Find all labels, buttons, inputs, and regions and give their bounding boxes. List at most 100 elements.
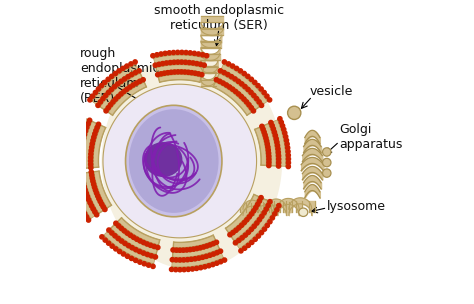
Circle shape xyxy=(87,198,91,202)
Circle shape xyxy=(267,160,271,164)
Circle shape xyxy=(271,127,275,131)
Circle shape xyxy=(170,267,173,271)
Circle shape xyxy=(183,70,187,74)
Circle shape xyxy=(119,92,123,96)
Circle shape xyxy=(86,122,90,126)
Circle shape xyxy=(112,85,117,89)
Circle shape xyxy=(91,182,96,186)
Ellipse shape xyxy=(299,208,308,216)
Circle shape xyxy=(228,85,232,89)
Circle shape xyxy=(141,251,146,255)
Circle shape xyxy=(192,51,196,55)
Circle shape xyxy=(256,234,261,238)
Circle shape xyxy=(123,241,127,246)
Circle shape xyxy=(174,258,178,262)
Circle shape xyxy=(73,187,77,191)
Circle shape xyxy=(193,71,197,75)
Circle shape xyxy=(178,268,182,272)
Circle shape xyxy=(185,257,190,262)
Circle shape xyxy=(247,103,251,107)
Circle shape xyxy=(89,152,93,156)
Circle shape xyxy=(166,71,170,75)
Circle shape xyxy=(261,127,265,131)
Polygon shape xyxy=(172,253,224,267)
Circle shape xyxy=(90,142,94,146)
Circle shape xyxy=(264,139,269,143)
Circle shape xyxy=(79,166,83,171)
Circle shape xyxy=(266,151,271,155)
Circle shape xyxy=(88,98,92,102)
Circle shape xyxy=(125,64,129,68)
Circle shape xyxy=(152,244,156,249)
Circle shape xyxy=(178,258,182,262)
Circle shape xyxy=(85,125,89,130)
Circle shape xyxy=(288,106,301,119)
Circle shape xyxy=(201,245,206,249)
Circle shape xyxy=(197,256,201,260)
Circle shape xyxy=(121,66,125,71)
Circle shape xyxy=(90,173,94,177)
Circle shape xyxy=(113,71,118,76)
Circle shape xyxy=(85,194,90,199)
Circle shape xyxy=(211,252,216,256)
Circle shape xyxy=(259,103,264,108)
Circle shape xyxy=(214,78,219,82)
Circle shape xyxy=(270,216,274,220)
Circle shape xyxy=(89,170,93,174)
Circle shape xyxy=(74,191,78,195)
Circle shape xyxy=(281,124,285,128)
Circle shape xyxy=(135,237,139,241)
Polygon shape xyxy=(104,231,155,264)
Circle shape xyxy=(249,212,254,216)
Circle shape xyxy=(96,122,100,126)
Circle shape xyxy=(90,145,94,149)
Circle shape xyxy=(84,191,88,195)
Circle shape xyxy=(173,70,177,74)
Circle shape xyxy=(78,201,82,206)
Circle shape xyxy=(71,138,75,142)
Circle shape xyxy=(263,133,267,137)
Circle shape xyxy=(77,118,81,122)
Polygon shape xyxy=(74,174,95,219)
Circle shape xyxy=(247,215,251,219)
Circle shape xyxy=(189,257,193,261)
Circle shape xyxy=(322,158,331,167)
Circle shape xyxy=(82,181,85,185)
Circle shape xyxy=(129,62,133,66)
Circle shape xyxy=(91,179,95,183)
Circle shape xyxy=(205,244,209,248)
Circle shape xyxy=(138,260,142,264)
Circle shape xyxy=(259,195,263,200)
Circle shape xyxy=(125,87,129,91)
Circle shape xyxy=(93,188,98,192)
Polygon shape xyxy=(94,171,111,208)
Circle shape xyxy=(146,252,149,257)
Circle shape xyxy=(218,79,222,84)
Circle shape xyxy=(199,62,203,67)
Circle shape xyxy=(167,51,172,55)
Circle shape xyxy=(235,66,239,71)
Circle shape xyxy=(113,234,117,238)
Circle shape xyxy=(286,149,290,154)
Circle shape xyxy=(233,77,237,81)
Circle shape xyxy=(79,114,83,118)
Circle shape xyxy=(245,218,249,222)
Circle shape xyxy=(203,265,207,269)
Circle shape xyxy=(184,50,188,55)
Circle shape xyxy=(92,135,96,139)
Circle shape xyxy=(181,248,185,252)
Circle shape xyxy=(249,77,254,81)
Circle shape xyxy=(282,127,286,131)
Circle shape xyxy=(275,208,279,212)
Circle shape xyxy=(285,142,289,146)
Circle shape xyxy=(286,164,291,169)
Polygon shape xyxy=(231,199,268,241)
Circle shape xyxy=(106,77,110,81)
Circle shape xyxy=(262,130,266,134)
Circle shape xyxy=(107,228,111,232)
Circle shape xyxy=(219,260,223,264)
Circle shape xyxy=(207,264,211,268)
Circle shape xyxy=(134,247,138,252)
Circle shape xyxy=(259,87,263,91)
Circle shape xyxy=(82,136,86,140)
